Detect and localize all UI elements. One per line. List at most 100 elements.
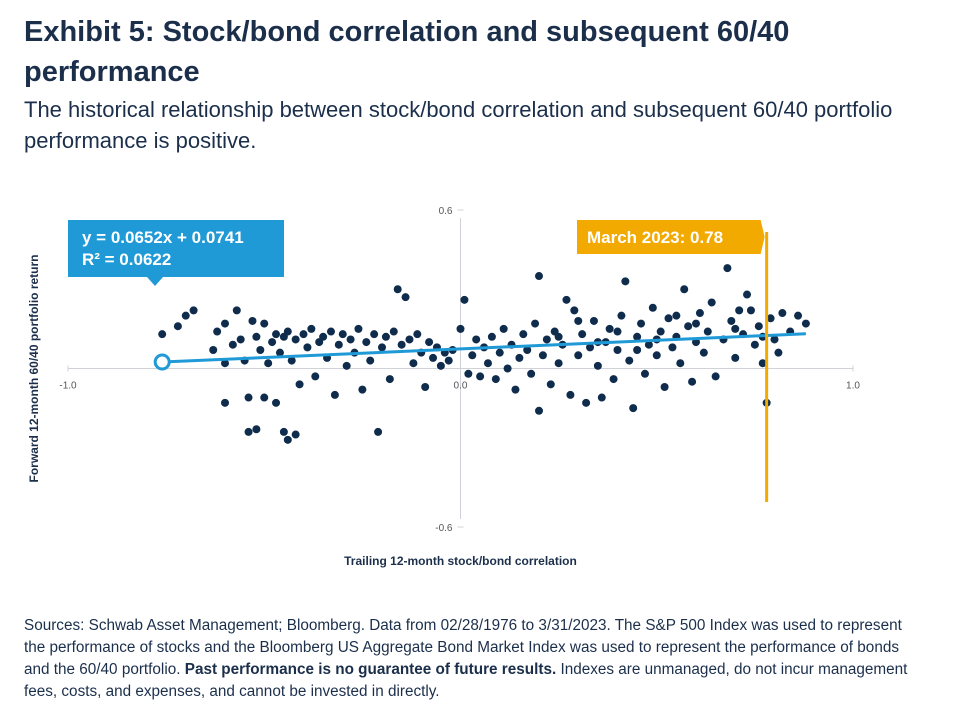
point — [389, 327, 398, 336]
point — [366, 356, 375, 365]
point — [707, 298, 716, 307]
point — [370, 330, 379, 339]
point — [158, 330, 167, 339]
point — [499, 324, 508, 333]
point — [703, 327, 712, 336]
point — [609, 375, 618, 384]
point — [378, 343, 386, 352]
point — [727, 316, 736, 325]
point — [472, 335, 481, 344]
point — [268, 338, 277, 347]
point — [582, 398, 591, 407]
point — [330, 390, 339, 399]
point — [640, 369, 649, 378]
point — [413, 330, 422, 339]
point — [319, 332, 328, 341]
point — [409, 359, 418, 368]
point — [264, 359, 273, 368]
point — [232, 306, 241, 315]
point — [173, 322, 182, 331]
point — [578, 330, 587, 339]
point — [374, 427, 383, 436]
point — [252, 332, 261, 341]
point — [519, 330, 528, 339]
point — [570, 306, 579, 315]
label-box — [68, 220, 284, 286]
point — [692, 319, 700, 328]
point — [283, 327, 292, 336]
point — [644, 340, 653, 349]
point — [460, 295, 469, 304]
point — [256, 346, 265, 355]
point — [401, 293, 410, 302]
point — [605, 324, 614, 333]
point — [758, 359, 767, 368]
point — [385, 375, 394, 384]
trend-start — [153, 353, 171, 371]
point — [397, 340, 406, 349]
point — [770, 335, 779, 344]
point — [515, 353, 524, 362]
point — [660, 382, 669, 391]
point — [221, 319, 229, 328]
point — [672, 311, 681, 320]
x-axis-label: Trailing 12-month stock/bond correlation — [344, 554, 577, 568]
point — [535, 406, 543, 415]
point — [291, 335, 300, 344]
point — [731, 353, 740, 362]
point — [668, 343, 677, 352]
point — [307, 324, 316, 333]
point — [633, 346, 642, 355]
point — [248, 316, 257, 325]
point — [574, 351, 583, 360]
point — [287, 356, 296, 365]
point — [334, 340, 343, 349]
point — [444, 356, 453, 365]
y-tick-label: 0.6 — [439, 206, 453, 217]
point — [699, 348, 708, 357]
point — [503, 364, 512, 373]
trend-line — [162, 332, 806, 364]
point — [625, 356, 634, 365]
point — [495, 348, 504, 357]
point — [228, 340, 237, 349]
point — [794, 311, 803, 320]
point — [554, 359, 563, 368]
point — [244, 393, 253, 402]
point — [272, 398, 281, 407]
footnote: Sources: Schwab Asset Management; Bloomb… — [24, 615, 924, 703]
y-axis-label: Forward 12-month 60/40 portfolio return — [27, 254, 41, 482]
point — [676, 359, 685, 368]
point — [221, 398, 229, 407]
point — [754, 322, 763, 331]
marker-box — [577, 220, 765, 254]
point — [291, 430, 300, 439]
point — [468, 351, 477, 360]
point — [586, 343, 595, 352]
footnote-text: Indexes are unmanaged, do not incur mana… — [24, 661, 908, 700]
point — [464, 369, 473, 378]
y-tick-label: -0.6 — [435, 523, 453, 534]
point — [476, 372, 485, 381]
point — [735, 306, 744, 315]
footnote-text: Sources: Schwab Asset Management; Bloomb… — [24, 617, 902, 678]
point — [613, 346, 622, 355]
point — [801, 319, 810, 328]
point — [295, 380, 304, 389]
point — [436, 361, 445, 370]
x-tick-label: 0.0 — [454, 381, 468, 392]
point — [684, 322, 693, 331]
point — [538, 351, 547, 360]
point — [574, 316, 583, 325]
point — [562, 295, 571, 304]
point — [381, 332, 390, 341]
point — [731, 324, 740, 333]
point — [405, 335, 414, 344]
point — [456, 324, 465, 333]
point — [487, 332, 496, 341]
point — [746, 306, 755, 315]
point — [260, 393, 269, 402]
chart-title: Exhibit 5: Stock/bond correlation and su… — [24, 16, 790, 88]
x-tick-label: -1.0 — [59, 381, 77, 392]
x-tick-label: 1.0 — [846, 381, 860, 392]
